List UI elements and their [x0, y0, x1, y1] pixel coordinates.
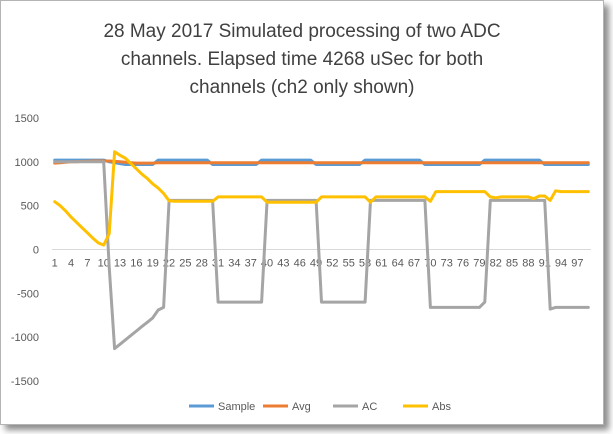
- y-tick-label: 1000: [15, 157, 39, 169]
- x-tick-label: 52: [326, 258, 338, 270]
- legend-label-sample: Sample: [218, 401, 255, 413]
- x-tick-label: 97: [571, 258, 583, 270]
- x-tick-label: 13: [114, 258, 126, 270]
- x-tick-label: 34: [228, 258, 240, 270]
- x-tick-label: 64: [392, 258, 404, 270]
- x-tick-label: 61: [375, 258, 387, 270]
- y-tick-label: -500: [17, 288, 39, 300]
- x-tick-label: 7: [84, 258, 90, 270]
- x-axis-ticks: 1 4 7 10 13 16 19 22 25 28 31 34 37 40 43 46 49 52 55 58 61 6…: [52, 258, 584, 270]
- y-tick-label: 0: [33, 245, 39, 257]
- series-layer: [53, 150, 590, 351]
- x-tick-label: 82: [490, 258, 502, 270]
- legend-label-ac: AC: [362, 401, 377, 413]
- x-tick-label: 1: [52, 258, 58, 270]
- x-tick-label: 85: [506, 258, 518, 270]
- chart-frame: 28 May 2017 Simulated processing of two …: [0, 0, 604, 425]
- series-line-ac: [53, 160, 590, 351]
- x-tick-label: 4: [68, 258, 74, 270]
- chart-title-line-3: channels (ch2 only shown): [190, 77, 415, 98]
- x-tick-label: 28: [196, 258, 208, 270]
- chart-title-line-2: channels. Elapsed time 4268 uSec for bot…: [121, 49, 483, 70]
- x-tick-label: 16: [130, 258, 142, 270]
- y-axis-ticks: 1500 1000 500 0 -500 -1000 -1500: [11, 113, 39, 388]
- y-tick-label: -1000: [11, 332, 39, 344]
- x-tick-label: 31: [212, 258, 224, 270]
- chart-canvas: 28 May 2017 Simulated processing of two …: [11, 21, 591, 413]
- y-tick-label: 500: [21, 201, 39, 213]
- x-tick-label: 19: [147, 258, 159, 270]
- x-tick-label: 58: [359, 258, 371, 270]
- series-line-abs: [53, 150, 590, 247]
- legend-label-avg: Avg: [292, 401, 311, 413]
- x-tick-label: 37: [245, 258, 257, 270]
- x-tick-label: 76: [457, 258, 469, 270]
- x-tick-label: 25: [179, 258, 191, 270]
- x-tick-label: 43: [277, 258, 289, 270]
- y-tick-label: 1500: [15, 113, 39, 125]
- x-tick-label: 10: [98, 258, 110, 270]
- x-tick-label: 46: [294, 258, 306, 270]
- x-tick-label: 73: [441, 258, 453, 270]
- x-tick-label: 94: [555, 258, 567, 270]
- x-tick-label: 70: [424, 258, 436, 270]
- x-tick-label: 79: [473, 258, 485, 270]
- chart-title-line-1: 28 May 2017 Simulated processing of two …: [103, 21, 500, 42]
- y-tick-label: -1500: [11, 376, 39, 388]
- x-tick-label: 88: [522, 258, 534, 270]
- series-line-avg: [53, 159, 590, 165]
- legend-label-abs: Abs: [432, 401, 451, 413]
- legend: Sample Avg AC Abs: [189, 401, 451, 413]
- x-tick-label: 67: [408, 258, 420, 270]
- x-tick-label: 55: [343, 258, 355, 270]
